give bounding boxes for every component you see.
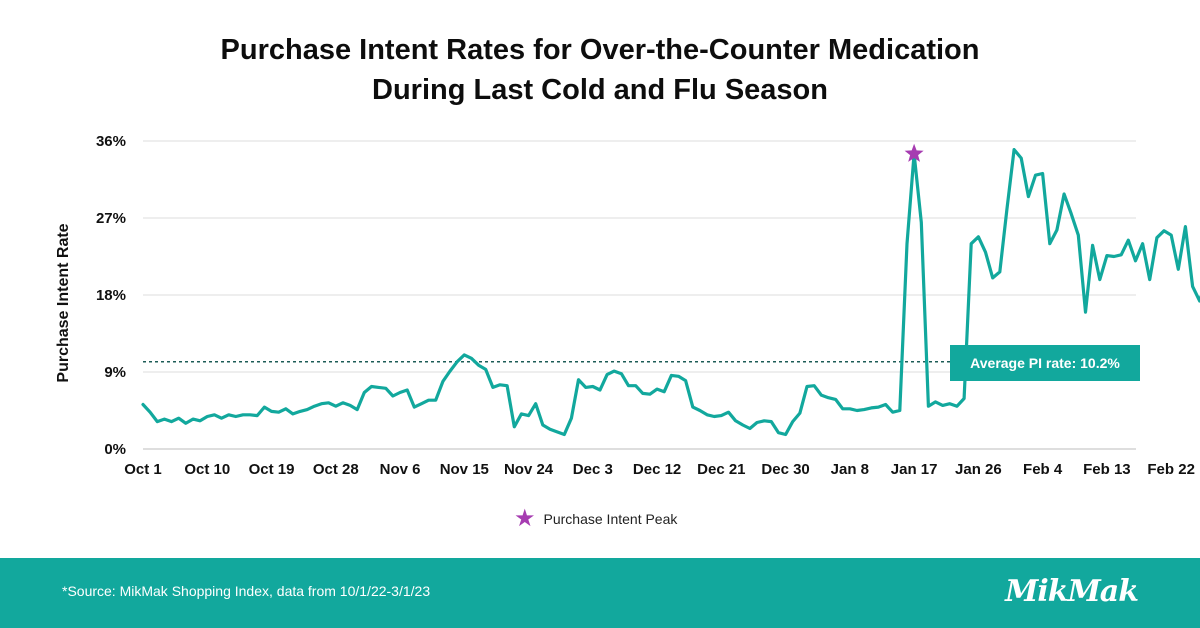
x-tick-label: Oct 1 xyxy=(124,461,162,478)
x-tick-label: Feb 22 xyxy=(1147,461,1195,478)
legend-label-peak: Purchase Intent Peak xyxy=(543,511,678,527)
x-tick-label: Dec 3 xyxy=(573,461,613,478)
average-label: Average PI rate: 10.2% xyxy=(950,345,1140,381)
peak-star-marker xyxy=(904,143,924,162)
source-note: *Source: MikMak Shopping Index, data fro… xyxy=(62,583,431,599)
footer-bar: *Source: MikMak Shopping Index, data fro… xyxy=(0,558,1200,628)
x-tick-label: Dec 12 xyxy=(633,461,681,478)
y-tick-label: 18% xyxy=(96,287,126,304)
y-axis-label: Purchase Intent Rate xyxy=(55,223,72,382)
y-tick-label: 27% xyxy=(96,210,126,227)
y-tick-label: 0% xyxy=(104,441,126,458)
x-tick-label: Feb 4 xyxy=(1023,461,1063,478)
x-tick-label: Dec 30 xyxy=(761,461,809,478)
x-tick-label: Nov 15 xyxy=(440,461,489,478)
x-tick-label: Oct 28 xyxy=(313,461,359,478)
x-tick-label: Feb 13 xyxy=(1083,461,1131,478)
x-tick-label: Nov 6 xyxy=(380,461,421,478)
legend: ★ Purchase Intent Peak xyxy=(514,505,678,532)
x-tick-label: Oct 19 xyxy=(249,461,295,478)
chart-title: Purchase Intent Rates for Over-the-Count… xyxy=(0,30,1200,110)
mikmak-logo: MikMak xyxy=(1005,574,1139,609)
y-tick-label: 9% xyxy=(104,364,126,381)
title-line-1: Purchase Intent Rates for Over-the-Count… xyxy=(220,34,980,66)
x-tick-label: Jan 26 xyxy=(955,461,1002,478)
title-line-2: During Last Cold and Flu Season xyxy=(372,74,828,106)
x-tick-label: Oct 10 xyxy=(184,461,230,478)
y-tick-label: 36% xyxy=(96,133,126,150)
x-tick-label: Jan 17 xyxy=(891,461,938,478)
series-line xyxy=(141,148,1200,437)
star-icon: ★ xyxy=(514,505,536,532)
x-tick-label: Jan 8 xyxy=(831,461,869,478)
x-tick-label: Dec 21 xyxy=(697,461,745,478)
x-tick-label: Nov 24 xyxy=(504,461,554,478)
